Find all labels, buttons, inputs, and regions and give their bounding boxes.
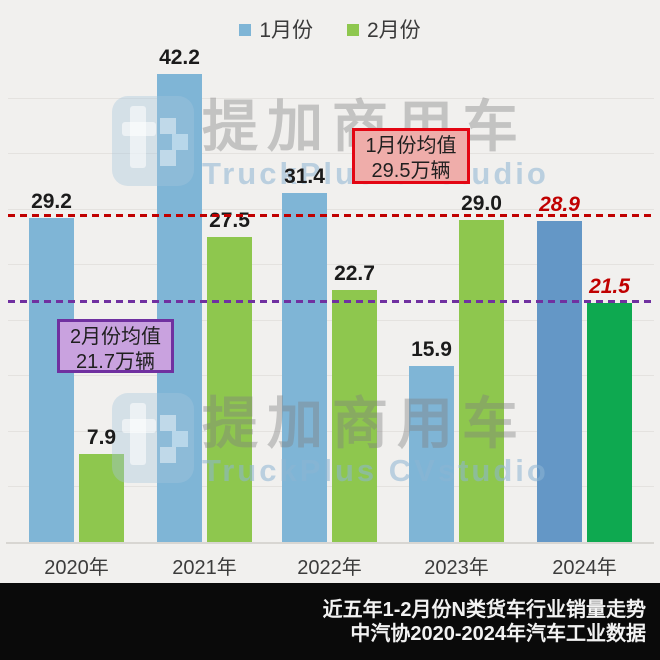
february-series-swatch-icon [347,24,359,36]
bar-jan-2020年 [29,217,74,542]
bar-feb-2023年 [459,220,504,542]
bar-jan-2021年 [157,73,202,542]
gridline-30 [8,209,654,210]
x-axis-label-2024年: 2024年 [552,557,617,579]
february-mean-callout-value: 21.7万辆 [76,351,155,373]
bar-jan-2024年 [537,221,582,542]
legend-item-january: 1月份 [239,14,313,44]
caption-title: 近五年1-2月份N类货车行业销量走势 [322,598,646,621]
january-mean-callout: 1月份均值 29.5万辆 [352,128,470,184]
bar-jan-2022年 [282,193,327,542]
february-mean-callout: 2月份均值 21.7万辆 [57,319,174,373]
legend: 1月份 2月份 [0,14,660,44]
gridline-20 [8,320,654,321]
legend-label-january: 1月份 [259,19,313,42]
value-label-feb-2023年: 29.0 [461,192,502,216]
bar-jan-2023年 [409,365,454,542]
value-label-feb-2022年: 22.7 [334,262,375,286]
x-axis-label-2021年: 2021年 [172,557,237,579]
legend-label-february: 2月份 [367,19,421,42]
gridline-35 [8,153,654,154]
february-mean-callout-title: 2月份均值 [69,326,162,348]
value-label-feb-2024年: 21.5 [589,275,630,299]
value-label-jan-2023年: 15.9 [411,337,452,361]
value-label-feb-2020年: 7.9 [86,426,117,450]
mean-line-february [8,300,654,304]
value-label-jan-2020年: 29.2 [31,189,72,213]
bar-feb-2020年 [79,454,124,542]
value-label-jan-2021年: 42.2 [159,45,200,69]
gridline-15 [8,375,654,376]
legend-item-february: 2月份 [347,14,421,44]
bar-feb-2022年 [332,290,377,542]
gridline-25 [8,264,654,265]
x-axis-label-2023年: 2023年 [424,557,489,579]
value-label-feb-2021年: 27.5 [209,208,250,232]
gridline-40 [8,98,654,99]
mean-line-january [8,213,654,217]
x-axis-label-2022年: 2022年 [297,557,362,579]
x-axis-baseline [6,542,654,544]
caption-bar: 近五年1-2月份N类货车行业销量走势 中汽协2020-2024年汽车工业数据 [0,583,660,660]
gridline-10 [8,431,654,432]
january-series-swatch-icon [239,24,252,36]
bar-feb-2024年 [587,303,632,542]
value-label-jan-2022年: 31.4 [284,165,325,189]
value-label-jan-2024年: 28.9 [539,193,580,217]
gridline-5 [8,486,654,487]
bar-feb-2021年 [207,236,252,542]
caption-source: 中汽协2020-2024年汽车工业数据 [350,622,646,645]
january-mean-callout-value: 29.5万辆 [371,160,451,182]
january-mean-callout-title: 1月份均值 [365,135,457,157]
x-axis-label-2020年: 2020年 [44,557,109,579]
